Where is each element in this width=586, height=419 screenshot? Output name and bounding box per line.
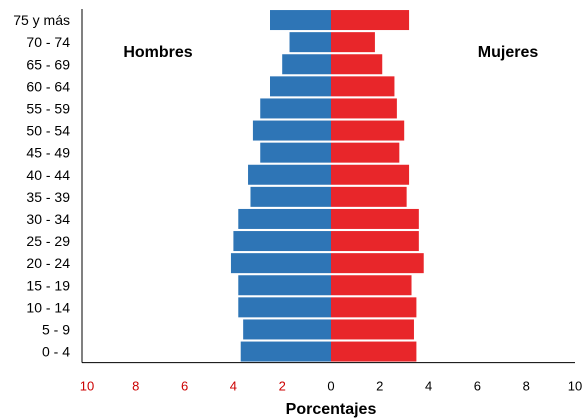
bar-mujeres-30-34 bbox=[331, 208, 419, 229]
x-tick-label: 4 bbox=[425, 379, 432, 394]
age-label: 50 - 54 bbox=[26, 123, 70, 139]
x-tick-label: 2 bbox=[279, 379, 286, 394]
bar-mujeres-35-39 bbox=[331, 186, 407, 207]
bar-hombres-10-14 bbox=[238, 297, 331, 318]
age-label: 20 - 24 bbox=[26, 255, 70, 271]
bar-hombres-40-44 bbox=[248, 164, 331, 185]
bar-mujeres-55-59 bbox=[331, 98, 397, 119]
bar-hombres-45-49 bbox=[260, 142, 331, 163]
bar-mujeres-75ymás bbox=[331, 10, 410, 31]
bar-mujeres-50-54 bbox=[331, 120, 405, 141]
bar-mujeres-10-14 bbox=[331, 297, 417, 318]
age-label: 25 - 29 bbox=[26, 233, 70, 249]
x-tick-label: 0 bbox=[327, 379, 334, 394]
bar-hombres-55-59 bbox=[260, 98, 331, 119]
age-label: 30 - 34 bbox=[26, 211, 70, 227]
bar-mujeres-20-24 bbox=[331, 253, 424, 274]
bar-hombres-20-24 bbox=[230, 253, 331, 274]
x-tick-label: 8 bbox=[132, 379, 139, 394]
bar-hombres-0-4 bbox=[240, 341, 331, 362]
age-label: 65 - 69 bbox=[26, 56, 70, 72]
age-labels: 0 - 4 5 - 9 10 - 14 15 - 19 20 - 24 25 - 29 30… bbox=[13, 12, 70, 360]
bar-hombres-60-64 bbox=[270, 76, 331, 97]
bar-hombres-65-69 bbox=[282, 54, 331, 75]
bar-mujeres-70-74 bbox=[331, 32, 375, 53]
bar-hombres-15-19 bbox=[238, 275, 331, 296]
age-label: 55 - 59 bbox=[26, 100, 70, 116]
age-label: 60 - 64 bbox=[26, 78, 70, 94]
bar-mujeres-65-69 bbox=[331, 54, 383, 75]
x-tick-label: 6 bbox=[474, 379, 481, 394]
bar-mujeres-45-49 bbox=[331, 142, 400, 163]
bar-hombres-75ymás bbox=[270, 10, 331, 31]
axes bbox=[81, 9, 575, 364]
x-axis-title: Porcentajes bbox=[286, 401, 377, 418]
bar-mujeres-0-4 bbox=[331, 341, 417, 362]
age-label: 75 y más bbox=[13, 12, 70, 28]
age-label: 15 - 19 bbox=[26, 277, 70, 293]
legend-mujeres: Mujeres bbox=[478, 44, 539, 61]
x-tick-label: 2 bbox=[376, 379, 383, 394]
legend-hombres: Hombres bbox=[123, 44, 192, 61]
x-tick-label: 4 bbox=[230, 379, 237, 394]
bar-mujeres-15-19 bbox=[331, 275, 412, 296]
bar-hombres-70-74 bbox=[289, 32, 331, 53]
bar-mujeres-40-44 bbox=[331, 164, 410, 185]
age-label: 10 - 14 bbox=[26, 299, 70, 315]
age-label: 45 - 49 bbox=[26, 145, 70, 161]
bar-hombres-25-29 bbox=[233, 231, 331, 252]
age-label: 0 - 4 bbox=[42, 344, 70, 360]
bars-layer bbox=[230, 10, 424, 362]
x-tick-label: 10 bbox=[80, 379, 94, 394]
bar-hombres-50-54 bbox=[252, 120, 331, 141]
bar-mujeres-25-29 bbox=[331, 231, 419, 252]
x-tick-label: 8 bbox=[523, 379, 530, 394]
age-label: 70 - 74 bbox=[26, 34, 70, 50]
x-tick-label: 6 bbox=[181, 379, 188, 394]
bar-hombres-30-34 bbox=[238, 208, 331, 229]
age-label: 5 - 9 bbox=[42, 321, 70, 337]
x-tick-label: 10 bbox=[568, 379, 582, 394]
x-tick-labels: 10 8 6 4 2 0 2 4 6 8 10 bbox=[80, 379, 582, 394]
bar-mujeres-60-64 bbox=[331, 76, 395, 97]
bar-mujeres-5-9 bbox=[331, 319, 414, 340]
age-label: 35 - 39 bbox=[26, 189, 70, 205]
age-label: 40 - 44 bbox=[26, 167, 70, 183]
bar-hombres-5-9 bbox=[243, 319, 331, 340]
bar-hombres-35-39 bbox=[250, 186, 331, 207]
